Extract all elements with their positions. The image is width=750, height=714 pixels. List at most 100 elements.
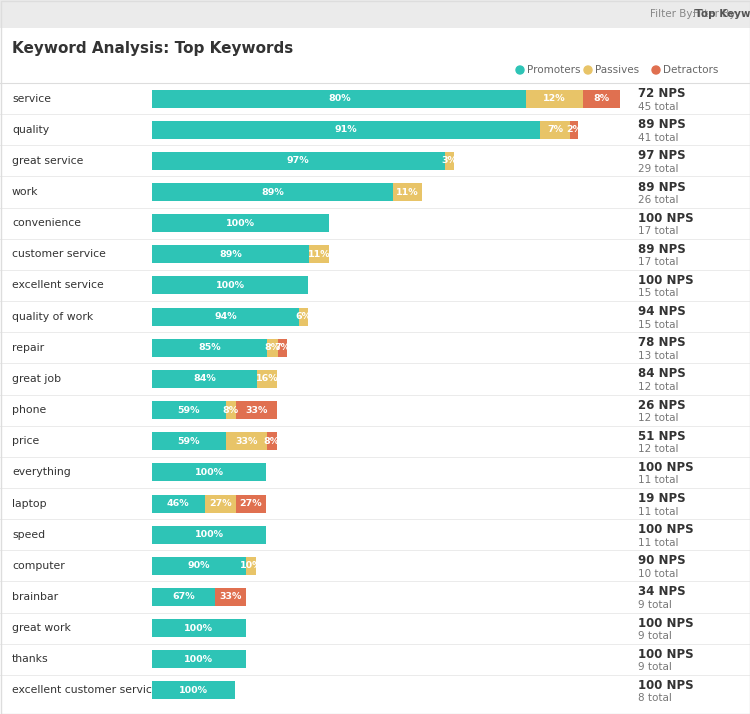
Bar xyxy=(226,432,267,451)
Text: excellent customer service: excellent customer service xyxy=(12,685,159,695)
Text: 100%: 100% xyxy=(215,281,244,290)
Text: 89 NPS: 89 NPS xyxy=(638,119,686,131)
Bar xyxy=(526,89,583,108)
Text: 7%: 7% xyxy=(274,343,290,352)
Text: quality: quality xyxy=(12,125,50,135)
Bar xyxy=(152,495,205,513)
Text: 100%: 100% xyxy=(226,218,255,228)
Bar xyxy=(152,650,245,668)
Text: work: work xyxy=(12,187,38,197)
Text: 26 NPS: 26 NPS xyxy=(638,398,686,411)
Bar xyxy=(152,619,245,637)
Bar xyxy=(278,338,287,357)
Text: quality of work: quality of work xyxy=(12,311,93,321)
Text: 11 total: 11 total xyxy=(638,476,679,486)
Text: 59%: 59% xyxy=(178,406,200,415)
Bar xyxy=(152,432,226,451)
Text: Filter By:: Filter By: xyxy=(693,9,742,19)
Text: 100 NPS: 100 NPS xyxy=(638,461,694,474)
Text: 17 total: 17 total xyxy=(638,226,679,236)
Text: 72 NPS: 72 NPS xyxy=(638,87,686,100)
Text: 33%: 33% xyxy=(235,437,257,446)
Text: 51 NPS: 51 NPS xyxy=(638,430,686,443)
Bar xyxy=(152,308,298,326)
Bar xyxy=(298,308,308,326)
Text: 90%: 90% xyxy=(188,561,210,570)
Text: thanks: thanks xyxy=(12,654,49,664)
Text: repair: repair xyxy=(12,343,44,353)
Text: 100 NPS: 100 NPS xyxy=(638,274,694,287)
Bar xyxy=(236,495,266,513)
Bar xyxy=(445,152,454,170)
Text: 11 total: 11 total xyxy=(638,506,679,516)
Text: Detractors: Detractors xyxy=(663,65,718,75)
Bar xyxy=(152,557,245,575)
Text: 89 NPS: 89 NPS xyxy=(638,181,686,193)
Text: 41 total: 41 total xyxy=(638,133,679,143)
Text: 90 NPS: 90 NPS xyxy=(638,554,686,568)
Text: 8%: 8% xyxy=(264,437,280,446)
Text: 80%: 80% xyxy=(328,94,350,103)
Text: 16%: 16% xyxy=(256,374,278,383)
Bar xyxy=(152,276,308,294)
Text: 78 NPS: 78 NPS xyxy=(638,336,686,349)
Text: 29 total: 29 total xyxy=(638,164,679,174)
Text: service: service xyxy=(12,94,51,104)
Text: 10 total: 10 total xyxy=(638,569,678,579)
Text: customer service: customer service xyxy=(12,249,106,259)
Text: 89%: 89% xyxy=(261,188,284,196)
Text: 7%: 7% xyxy=(547,125,563,134)
Text: 100 NPS: 100 NPS xyxy=(638,523,694,536)
Bar xyxy=(0,0,750,28)
Text: 12 total: 12 total xyxy=(638,382,679,392)
Bar xyxy=(152,246,309,263)
Text: convenience: convenience xyxy=(12,218,81,228)
Bar xyxy=(152,588,214,606)
Bar xyxy=(152,183,393,201)
Text: great service: great service xyxy=(12,156,83,166)
Bar xyxy=(152,338,267,357)
Text: 59%: 59% xyxy=(178,437,200,446)
Bar xyxy=(152,681,236,700)
Text: 11%: 11% xyxy=(308,250,331,258)
Bar xyxy=(152,152,445,170)
Bar xyxy=(152,121,540,139)
Text: Promoters: Promoters xyxy=(527,65,580,75)
Bar xyxy=(152,370,256,388)
Bar xyxy=(226,401,236,419)
Text: 19 NPS: 19 NPS xyxy=(638,492,686,505)
Bar xyxy=(152,526,266,543)
Text: 17 total: 17 total xyxy=(638,257,679,267)
Text: 46%: 46% xyxy=(167,499,190,508)
Text: 8 total: 8 total xyxy=(638,693,672,703)
Text: 33%: 33% xyxy=(245,406,268,415)
Text: 100 NPS: 100 NPS xyxy=(638,648,694,660)
Text: everything: everything xyxy=(12,468,70,478)
Text: 8%: 8% xyxy=(264,343,280,352)
Text: 100%: 100% xyxy=(195,531,223,539)
Text: computer: computer xyxy=(12,560,64,570)
Text: 45 total: 45 total xyxy=(638,101,679,111)
Bar xyxy=(214,588,245,606)
Text: excellent service: excellent service xyxy=(12,281,104,291)
Text: Keyword Analysis: Top Keywords: Keyword Analysis: Top Keywords xyxy=(12,41,293,56)
Bar xyxy=(205,495,236,513)
Text: 67%: 67% xyxy=(172,593,195,601)
Text: price: price xyxy=(12,436,39,446)
Bar xyxy=(540,121,570,139)
Text: 89%: 89% xyxy=(219,250,242,258)
Bar xyxy=(152,214,328,232)
Circle shape xyxy=(584,66,592,74)
Text: Top Keywords: Top Keywords xyxy=(695,9,750,19)
Text: laptop: laptop xyxy=(12,498,46,508)
Text: great job: great job xyxy=(12,374,62,384)
Text: 97%: 97% xyxy=(287,156,310,166)
Text: 100%: 100% xyxy=(184,623,213,633)
Text: 11%: 11% xyxy=(396,188,418,196)
Text: 89 NPS: 89 NPS xyxy=(638,243,686,256)
Text: 85%: 85% xyxy=(198,343,220,352)
Bar xyxy=(152,89,526,108)
Text: 84 NPS: 84 NPS xyxy=(638,368,686,381)
Text: 97 NPS: 97 NPS xyxy=(638,149,686,162)
Bar xyxy=(152,463,266,481)
